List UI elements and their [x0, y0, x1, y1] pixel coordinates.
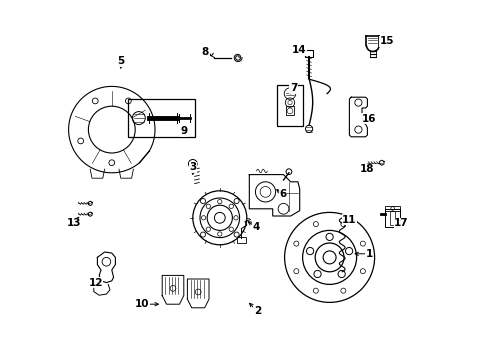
- Text: 13: 13: [67, 218, 81, 228]
- Bar: [386, 206, 400, 211]
- Text: 12: 12: [88, 278, 103, 288]
- Text: 14: 14: [292, 45, 306, 55]
- Text: 4: 4: [252, 222, 260, 232]
- Text: 1: 1: [366, 249, 373, 259]
- Text: 16: 16: [362, 114, 376, 124]
- Bar: [390, 211, 395, 225]
- Text: 15: 15: [380, 36, 394, 46]
- Text: 18: 18: [360, 164, 375, 174]
- Text: 11: 11: [342, 215, 357, 225]
- Text: 5: 5: [117, 56, 124, 66]
- Text: 3: 3: [189, 162, 196, 172]
- Text: 2: 2: [254, 306, 261, 316]
- Bar: [237, 237, 245, 243]
- Bar: [305, 50, 314, 57]
- Bar: [128, 99, 195, 137]
- Bar: [386, 209, 400, 227]
- Bar: [286, 106, 294, 115]
- Text: 6: 6: [279, 189, 287, 199]
- Text: 8: 8: [202, 47, 209, 57]
- Text: 7: 7: [290, 83, 297, 93]
- Bar: [277, 85, 303, 126]
- Text: 17: 17: [394, 218, 409, 228]
- Text: 9: 9: [180, 126, 187, 136]
- Text: 10: 10: [135, 299, 149, 309]
